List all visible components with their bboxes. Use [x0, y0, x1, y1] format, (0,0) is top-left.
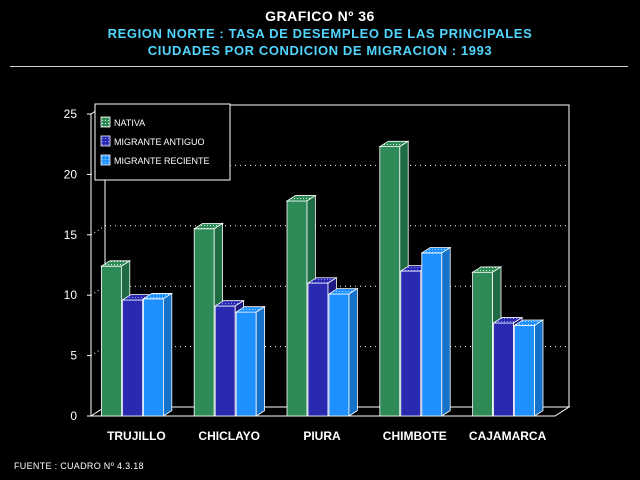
bar-front [493, 322, 515, 417]
legend-swatch [100, 135, 111, 147]
gridline-diagonal [90, 346, 106, 357]
chart-title-line-1: REGION NORTE : TASA DE DESEMPLEO DE LAS … [107, 26, 533, 41]
x-tick-label: TRUJILLO [107, 429, 166, 443]
bar-front [142, 298, 164, 417]
y-tick-label: 20 [64, 167, 78, 181]
x-tick-label: PIURA [303, 429, 341, 443]
x-tick-label: CAJAMARCA [469, 429, 547, 443]
bar [420, 246, 452, 417]
legend-swatch [100, 116, 111, 128]
y-tick-label: 15 [64, 228, 78, 242]
bar [142, 292, 174, 417]
x-tick-label: CHICLAYO [198, 429, 260, 443]
bar-front [379, 146, 401, 417]
gridline-diagonal [90, 285, 106, 296]
legend-swatch [100, 154, 111, 166]
bar-front [400, 270, 422, 417]
y-tick-label: 5 [70, 349, 77, 363]
bar-side [348, 287, 358, 417]
bar-front [235, 311, 257, 417]
bar-side [255, 305, 266, 417]
bar-front [472, 271, 494, 417]
bar [327, 287, 359, 417]
legend-label: MIGRANTE RECIENTE [114, 156, 210, 166]
chart-title-line-2: CIUDADES POR CONDICION DE MIGRACION : 19… [147, 43, 493, 58]
x-tick-label: CHIMBOTE [383, 429, 447, 443]
bar-front [214, 305, 236, 417]
legend-box [94, 103, 231, 181]
bar [513, 319, 545, 417]
graph-number: GRAFICO Nº 36 [265, 8, 375, 24]
gridline-diagonal [90, 225, 106, 236]
y-tick-label: 25 [64, 107, 78, 121]
bar-front [307, 282, 329, 417]
title-divider [10, 66, 628, 67]
legend-label: MIGRANTE ANTIGUO [114, 137, 205, 147]
bar-front [328, 293, 350, 417]
bar-front [122, 299, 143, 417]
y-tick-label: 0 [70, 409, 77, 423]
bar-front [514, 324, 535, 417]
bar [234, 305, 266, 417]
bar-side [162, 292, 173, 417]
y-tick-label: 10 [64, 288, 78, 302]
bar-front [421, 252, 443, 417]
bar-side [441, 246, 451, 417]
source-note: FUENTE : CUADRO Nº 4.3.18 [14, 461, 144, 471]
bar-front [193, 228, 215, 417]
bar-side [534, 319, 544, 417]
bar-front [286, 200, 308, 417]
back-wall-outline [104, 104, 570, 407]
legend-label: NATIVA [114, 118, 145, 128]
bar-front [101, 265, 122, 417]
